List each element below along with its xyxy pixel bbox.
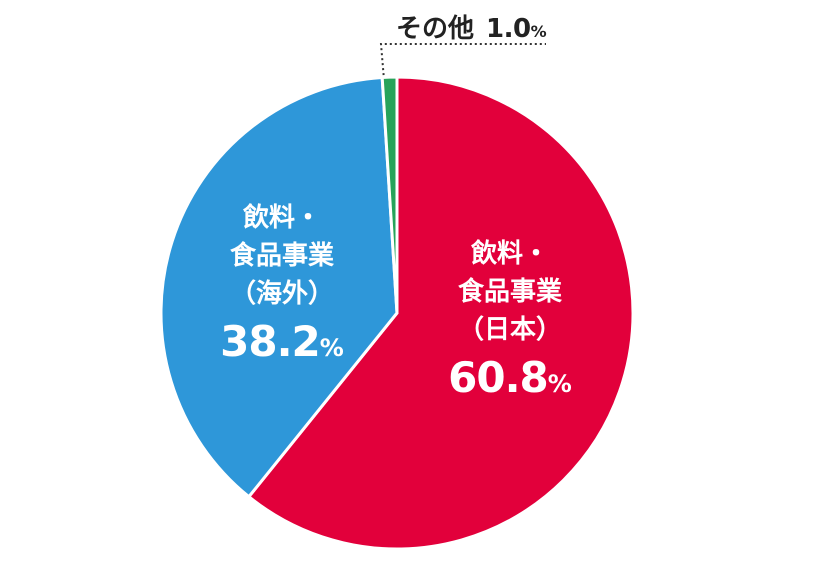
- japan-slice-unit: %: [548, 370, 572, 398]
- overseas-label-line-2: 食品事業: [230, 240, 334, 271]
- other-callout: その他 1.0%: [379, 14, 547, 76]
- japan-slice-value: 60.8: [448, 353, 548, 402]
- overseas-slice-labels: 飲料・ 食品事業 （海外） 38.2%: [220, 202, 344, 366]
- overseas-slice: [159, 75, 399, 499]
- other-slice-unit: %: [531, 22, 547, 41]
- japan-slice-labels: 飲料・ 食品事業 （日本） 60.8%: [448, 238, 572, 402]
- japan-label-line-3: （日本）: [458, 315, 562, 345]
- other-slice-label: その他: [396, 14, 474, 44]
- other-callout-leader-line: [379, 43, 546, 76]
- overseas-value-wrap: 38.2%: [220, 317, 344, 366]
- other-slice: [380, 75, 399, 315]
- other-slice-value-wrap: 1.0%: [486, 14, 547, 44]
- japan-label-line-1: 飲料・: [470, 238, 549, 269]
- overseas-label-line-3: （海外）: [230, 279, 334, 309]
- overseas-slice-value: 38.2: [220, 317, 320, 366]
- pie-slices: [159, 75, 635, 551]
- japan-label-line-2: 食品事業: [458, 276, 562, 307]
- japan-value-wrap: 60.8%: [448, 353, 572, 402]
- other-slice-value: 1.0: [486, 14, 531, 44]
- overseas-label-line-1: 飲料・: [242, 202, 321, 233]
- overseas-slice-unit: %: [320, 334, 344, 362]
- japan-slice: [247, 75, 635, 551]
